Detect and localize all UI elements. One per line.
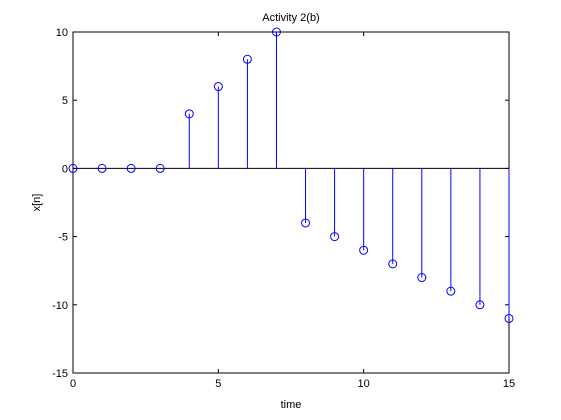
x-tick-label: 15 xyxy=(503,378,515,390)
stem-marker xyxy=(271,27,281,37)
x-tick-label: 5 xyxy=(215,378,221,390)
x-axis-ticks: 0 5 10 15 xyxy=(70,32,515,390)
stem-marker xyxy=(126,163,136,173)
stem-marker xyxy=(68,163,78,173)
stem-series xyxy=(68,27,514,323)
plot-area-frame xyxy=(72,31,510,374)
y-tick-label: 5 xyxy=(62,95,68,107)
y-tick-label: 10 xyxy=(56,27,68,39)
stem-marker xyxy=(446,286,456,296)
x-tick-label: 0 xyxy=(70,378,76,390)
x-axis-label: time xyxy=(281,399,302,411)
y-tick-label: -5 xyxy=(58,232,68,244)
stem-marker xyxy=(504,313,514,323)
stem-marker xyxy=(359,245,369,255)
stem-marker xyxy=(417,273,427,283)
stem-marker xyxy=(330,232,340,242)
stem-marker xyxy=(155,163,165,173)
chart-title: Activity 2(b) xyxy=(262,12,319,24)
stem-marker xyxy=(213,82,223,92)
y-tick-label: -10 xyxy=(52,300,68,312)
stem-marker xyxy=(301,218,311,228)
x-tick-label: 10 xyxy=(358,378,370,390)
y-axis-label: x[n] xyxy=(31,194,43,212)
stem-marker xyxy=(184,109,194,119)
y-tick-label: -15 xyxy=(52,368,68,380)
stem-marker xyxy=(475,300,485,310)
y-tick-label: 0 xyxy=(62,163,68,175)
stem-marker xyxy=(388,259,398,269)
y-axis-ticks: -15 -10 -5 0 5 10 xyxy=(52,27,509,380)
stem-marker xyxy=(242,54,252,64)
stem-marker xyxy=(97,163,107,173)
